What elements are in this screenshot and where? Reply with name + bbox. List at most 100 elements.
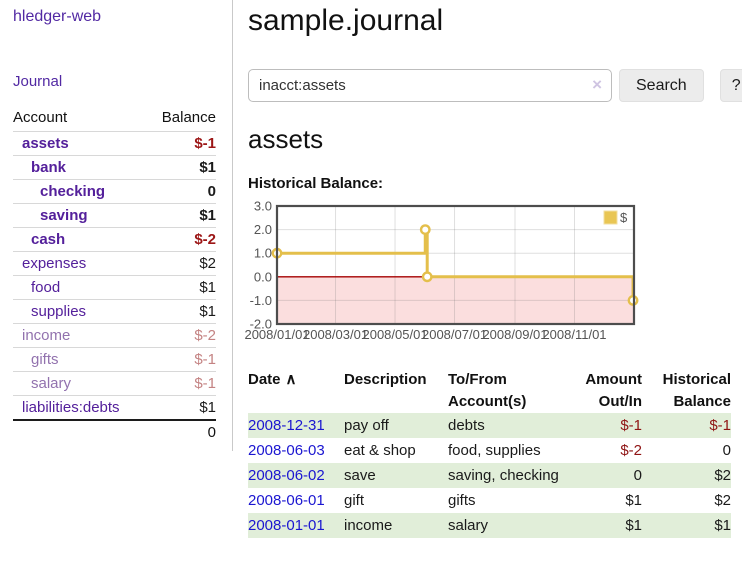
transaction-amount: $-2: [620, 442, 642, 459]
accounts-table: Account Balance assets $-1 bank $1 check…: [13, 109, 216, 443]
transaction-row: 2008-06-03 eat & shop food, supplies $-2…: [248, 438, 731, 463]
clear-search-icon[interactable]: ×: [592, 75, 602, 94]
account-link[interactable]: checking: [40, 183, 106, 200]
account-link[interactable]: saving: [40, 207, 88, 224]
plot-border: [275, 204, 636, 326]
transaction-date-link[interactable]: 2008-12-31: [248, 417, 325, 434]
transaction-balance: $2: [714, 467, 731, 484]
accounts-table-body: assets $-1 bank $1 checking 0 saving $1 …: [13, 131, 216, 419]
transaction-row: 2008-12-31 pay off debts $-1 $-1: [248, 413, 731, 438]
account-row: assets $-1: [13, 131, 216, 155]
account-link[interactable]: supplies: [31, 303, 87, 320]
transaction-description: income: [344, 517, 393, 534]
sidebar-item-journal[interactable]: Journal: [13, 73, 63, 90]
transaction-accounts: salary: [448, 517, 489, 534]
date-header-label: Date: [248, 371, 281, 388]
x-axis-tick-label: 2008/11/01: [542, 327, 606, 342]
x-axis-tick-label: 2008/07/01: [422, 327, 487, 342]
accounts-total: 0: [13, 419, 216, 443]
transaction-row: 2008-06-01 gift gifts $1 $2: [248, 488, 731, 513]
description-column-header: Description: [344, 371, 427, 388]
chart-container: $3.0 2.0 1.0 0.0 -1.0 -2.0 2008/01/01 2008/03/0…: [244, 198, 742, 349]
transaction-description: gift: [344, 492, 365, 509]
search-button[interactable]: Search: [619, 69, 704, 102]
page-title: sample.journal: [248, 4, 444, 37]
account-balance: $1: [199, 159, 216, 176]
x-axis-tick-label: 2008/03/01: [303, 327, 368, 342]
data-point-marker: [421, 271, 433, 283]
transaction-row: 2008-01-01 income salary $1 $1: [248, 513, 731, 538]
account-balance: $1: [199, 303, 216, 320]
account-balance: $1: [199, 399, 216, 416]
account-row: supplies $1: [13, 299, 216, 323]
app-brand-link[interactable]: hledger-web: [13, 8, 102, 25]
transaction-date-link[interactable]: 2008-06-03: [248, 442, 325, 459]
y-axis-tick-label: 3.0: [254, 199, 272, 214]
x-axis-tick-label: 2008/05/01: [362, 327, 427, 342]
data-point-marker: [419, 224, 431, 236]
transaction-accounts: food, supplies: [448, 442, 541, 459]
account-link[interactable]: gifts: [31, 351, 59, 368]
transaction-date-link[interactable]: 2008-01-01: [248, 517, 325, 534]
transaction-accounts: gifts: [448, 492, 476, 509]
historical-balance-chart: $3.0 2.0 1.0 0.0 -1.0 -2.02008/01/012008/03/0…: [244, 199, 639, 342]
transaction-balance: 0: [722, 442, 731, 459]
legend-label: $: [620, 210, 628, 225]
main-content: sample.journal × Search ? assets Histori…: [244, 0, 742, 538]
y-axis-tick-label: 2.0: [254, 222, 272, 237]
negative-region: [277, 276, 634, 324]
transaction-accounts: saving, checking: [448, 467, 559, 484]
transaction-balance: $2: [714, 492, 731, 509]
account-balance: $1: [199, 207, 216, 224]
transaction-balance: $-1: [709, 417, 731, 434]
account-column-header: Account: [13, 109, 68, 126]
transaction-description: pay off: [344, 417, 389, 434]
transaction-description: eat & shop: [344, 442, 416, 459]
account-row: expenses $2: [13, 251, 216, 275]
account-link[interactable]: cash: [31, 231, 66, 248]
transaction-date-link[interactable]: 2008-06-02: [248, 467, 325, 484]
transaction-balance: $1: [714, 517, 731, 534]
transaction-row: 2008-06-02 save saving, checking 0 $2: [248, 463, 731, 488]
amount-column-header: Amount Out/In: [585, 371, 642, 410]
account-row: bank $1: [13, 155, 216, 179]
account-link[interactable]: expenses: [22, 255, 87, 272]
y-axis-tick-label: 0.0: [254, 269, 272, 284]
account-link[interactable]: food: [31, 279, 61, 296]
account-balance: 0: [207, 183, 216, 200]
account-link[interactable]: income: [22, 327, 71, 344]
account-link[interactable]: salary: [31, 375, 72, 392]
account-row: gifts $-1: [13, 347, 216, 371]
account-title: assets: [248, 124, 324, 154]
transaction-amount: $1: [625, 492, 642, 509]
accounts-column-header: To/From Account(s): [448, 371, 527, 410]
account-row: saving $1: [13, 203, 216, 227]
account-balance: $-1: [194, 351, 216, 368]
balance-column-header: Historical Balance: [662, 371, 731, 410]
account-row: checking 0: [13, 179, 216, 203]
date-column-header[interactable]: Date ∧: [248, 369, 344, 413]
transaction-accounts: debts: [448, 417, 485, 434]
account-row: food $1: [13, 275, 216, 299]
y-axis-tick-label: -1.0: [250, 293, 272, 308]
account-link[interactable]: liabilities:debts: [22, 399, 120, 416]
register-table: Date ∧ Description To/From Account(s) Amo…: [248, 369, 731, 538]
search-form: × Search ?: [248, 69, 742, 102]
chart-title-label: Historical Balance:: [248, 175, 384, 192]
search-input[interactable]: [248, 69, 612, 102]
sort-ascending-icon: ∧: [285, 371, 297, 388]
account-row: liabilities:debts $1: [13, 395, 216, 419]
transaction-date-link[interactable]: 2008-06-01: [248, 492, 325, 509]
account-row: cash $-2: [13, 227, 216, 251]
balance-column-header: Balance: [161, 109, 216, 126]
account-link[interactable]: assets: [22, 135, 69, 152]
help-button[interactable]: ?: [719, 69, 742, 102]
account-row: income $-2: [13, 323, 216, 347]
legend-swatch: [603, 210, 618, 225]
account-balance: $-2: [194, 327, 216, 344]
account-link[interactable]: bank: [31, 159, 67, 176]
account-balance: $-1: [194, 375, 216, 392]
x-axis-tick-label: 2008/09/01: [482, 327, 547, 342]
sidebar: hledger-web Journal Account Balance asse…: [0, 0, 233, 451]
account-balance: $2: [199, 255, 216, 272]
